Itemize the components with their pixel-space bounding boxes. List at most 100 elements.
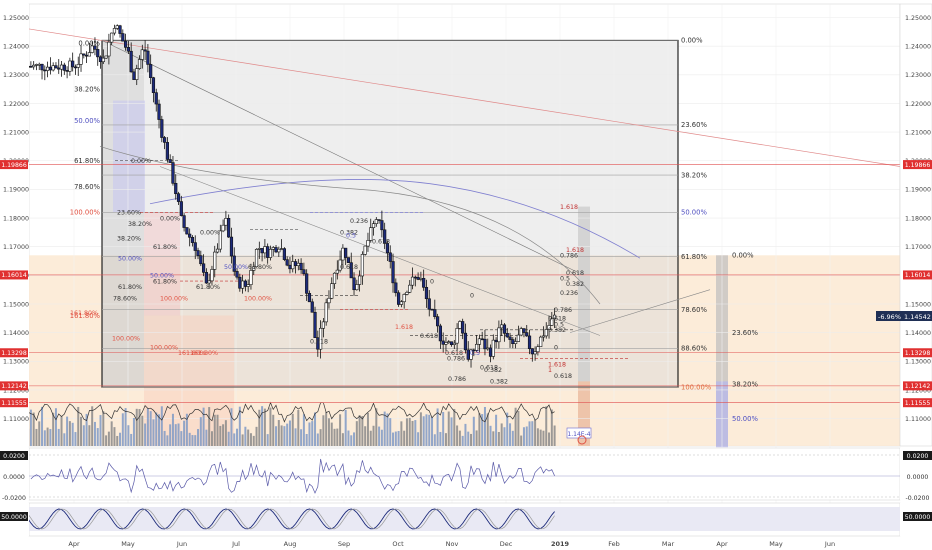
- candle-body: [154, 92, 158, 105]
- volume-bar: [431, 416, 434, 446]
- price-marker-label-right: 1.12142: [905, 383, 931, 390]
- candle-body: [452, 342, 456, 345]
- volume-bar: [428, 414, 431, 446]
- volume-bar: [144, 423, 147, 446]
- volume-bar: [288, 420, 291, 446]
- volume-bar: [46, 427, 49, 446]
- volume-bar: [486, 413, 489, 446]
- candle-body: [112, 28, 117, 34]
- candle-body: [263, 246, 267, 254]
- candle-body: [519, 328, 523, 336]
- volume-bar: [511, 430, 514, 446]
- time-axis[interactable]: Apr May Jun Jul Aug Sep Oct Nov Dec 2019 Feb Mar Apr…: [68, 540, 835, 548]
- candle-body: [243, 280, 247, 287]
- volume-bar: [389, 418, 392, 446]
- fib-ext-label: 0.786: [560, 253, 578, 260]
- candle-body: [380, 220, 384, 231]
- volume-bar: [113, 427, 116, 446]
- volume-bar: [444, 433, 447, 446]
- candle-body: [193, 242, 197, 251]
- candle-body: [204, 272, 208, 284]
- price-marker-badge-right: [903, 398, 932, 408]
- candle-body: [422, 278, 426, 288]
- candle-body: [494, 339, 498, 343]
- candle-body: [182, 215, 186, 228]
- volume-bar: [330, 422, 333, 446]
- fib-ext-label: 0.618: [566, 270, 584, 277]
- candle-body: [477, 338, 481, 345]
- price-tick-right: 1.15000: [905, 301, 931, 308]
- candle-body: [483, 338, 487, 350]
- volume-bar: [74, 432, 77, 446]
- volume-bar: [110, 421, 113, 446]
- candle-body: [313, 311, 317, 338]
- volume-bar: [54, 408, 57, 446]
- volume-bar: [350, 435, 353, 446]
- indicator-1-axis: 0.0200 0.0200 0.0000 0.0000 -0.0200 -0.0…: [0, 451, 932, 502]
- volume-bar: [116, 435, 119, 446]
- volume-bar: [548, 432, 551, 446]
- volume-bar: [542, 430, 545, 446]
- volume-bar: [394, 431, 397, 446]
- price-axis-left[interactable]: [0, 4, 29, 446]
- fib-ext-label: 0.5: [560, 276, 570, 283]
- price-markers: 1.19866 1.19866 1.16014 1.16014 1.13298 1.132…: [0, 160, 932, 408]
- price-tick-right: 1.23000: [905, 72, 931, 79]
- time-tick: Oct: [392, 540, 404, 548]
- volume-bar: [458, 430, 461, 446]
- candle-body: [174, 182, 178, 195]
- volume-bar: [52, 412, 55, 446]
- volume-bar: [383, 411, 386, 446]
- candle-body: [305, 273, 309, 294]
- volume-bar: [403, 430, 406, 446]
- volume-bar: [400, 421, 403, 446]
- candle-body: [163, 137, 167, 143]
- volume-bar: [453, 408, 456, 446]
- candle-body: [394, 282, 398, 294]
- volume-bar: [219, 425, 222, 446]
- price-tick-right: 1.13000: [905, 359, 931, 366]
- volume-bar: [66, 416, 69, 446]
- candle-body: [115, 25, 119, 29]
- fib-small-label: 0.382: [484, 367, 502, 374]
- volume-bar: [514, 407, 517, 446]
- trend-line-red: [28, 28, 901, 167]
- candle-body: [79, 53, 83, 65]
- time-tick: Dec: [500, 540, 513, 548]
- volume-bar: [300, 429, 303, 446]
- price-marker-label-right: 1.16014: [905, 272, 931, 279]
- candle-body: [402, 294, 406, 303]
- volume-bar: [470, 433, 473, 446]
- fib-small-label: 161.80%: [178, 350, 206, 357]
- candle-body: [227, 218, 231, 238]
- candle-body: [213, 251, 217, 270]
- indicator-1-bottom-left: -0.0200: [2, 495, 26, 502]
- candle-body: [427, 298, 431, 310]
- candle-body: [93, 45, 97, 50]
- price-marker-badge-left: [0, 160, 28, 170]
- candle-body: [508, 336, 512, 340]
- candle-body: [140, 49, 144, 60]
- volume-bar: [316, 433, 319, 446]
- candle-body: [257, 248, 261, 250]
- volume-bar: [252, 435, 255, 446]
- volume-bar: [205, 429, 208, 446]
- moving-average-blue: [149, 179, 641, 259]
- fib-small-label: 0.5: [346, 233, 356, 240]
- price-marker-label-right: 1.11555: [905, 400, 931, 407]
- candle-body: [48, 66, 52, 71]
- volume-bar: [121, 413, 124, 446]
- candle-body: [59, 64, 64, 70]
- price-tick-left: 1.21000: [3, 129, 29, 136]
- candle-body: [171, 162, 175, 184]
- candle-body: [149, 64, 153, 78]
- chart-marker-label: 1.14E-4: [567, 431, 590, 438]
- candle-body: [430, 308, 434, 311]
- volume-bar: [80, 416, 83, 446]
- fib-small-label: 0: [470, 293, 474, 300]
- price-axis-right[interactable]: [899, 3, 932, 447]
- volume-bar: [91, 406, 94, 446]
- price-tick-left: 1.24000: [3, 43, 29, 50]
- candle-body: [254, 249, 259, 268]
